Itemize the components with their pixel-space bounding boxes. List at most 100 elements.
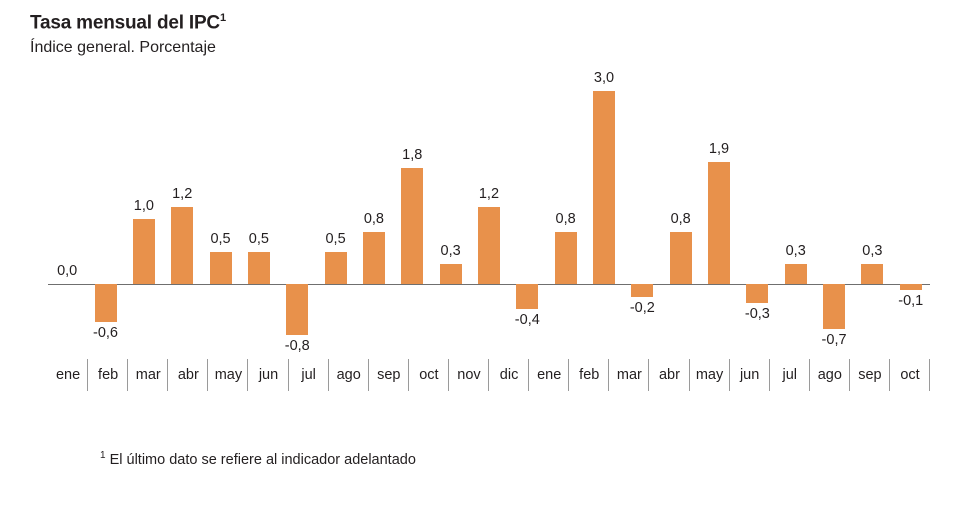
bar[interactable] [439,264,462,284]
bar[interactable] [861,264,884,284]
bar[interactable] [132,219,155,284]
month-separator [167,359,169,391]
month-label: feb [98,367,119,383]
month-label: feb [579,367,600,383]
bar-cell: -0,6 [86,78,124,348]
bar-cell: -0,4 [508,78,546,348]
month-separator [407,359,409,391]
month-label: jul [301,367,316,383]
bar[interactable] [362,232,385,284]
month-label: may [214,367,243,383]
bar-cell: 1,2 [163,78,201,348]
month-label: jul [782,367,797,383]
x-axis-month-labels: ene feb mar abr may jun jul ago sep oct nov dic ene f… [48,352,931,398]
bar-value-label: 0,0 [57,262,78,279]
month-separator [888,359,890,391]
month-separator [87,359,89,391]
month-separator [367,359,369,391]
bar-value-label: 1,2 [172,185,193,202]
bar[interactable] [209,251,232,284]
bar-value-label: -0,1 [898,293,924,310]
x-axis-month-ago-2022: ago [810,352,850,398]
x-axis-month-sep-2021: sep [369,352,409,398]
x-axis-month-may-2022: may [690,352,730,398]
bar[interactable] [401,168,424,284]
bar[interactable] [708,161,731,284]
bar-cell: 0,5 [201,78,239,348]
month-label: ago [817,367,842,383]
bar-value-label: -0,4 [514,312,540,329]
bar-cell: -0,3 [738,78,776,348]
bar-value-label: -0,7 [821,331,847,348]
bar-cell: 1,9 [700,78,738,348]
bar[interactable] [286,283,309,336]
bar[interactable] [477,206,500,284]
month-label: sep [858,367,882,383]
bar[interactable] [247,251,270,284]
bar[interactable] [516,283,539,310]
bar[interactable] [554,232,577,284]
bar[interactable] [94,283,117,323]
bar[interactable] [669,232,692,284]
month-label: may [695,367,724,383]
bar-cell: 3,0 [585,70,623,348]
bar-value-label: 0,3 [862,243,883,260]
bar[interactable] [746,283,769,303]
bar-value-label: 1,0 [133,198,154,215]
bar[interactable] [823,283,846,329]
month-label: ago [336,367,361,383]
bar[interactable] [324,251,347,284]
month-separator [768,359,770,391]
month-separator [327,359,329,391]
month-separator [808,359,810,391]
bar-value-label: -0,3 [744,306,770,322]
month-separator [127,359,129,391]
month-separator [528,359,530,391]
bar-value-label: 0,3 [440,243,461,260]
page-title-footnote-marker: 1 [219,12,226,24]
bar-cell: 0,3 [777,78,815,348]
month-label: ene [55,367,81,383]
x-axis-month-abr-2022: abr [649,352,690,398]
x-axis-month-ene-2022: ene [529,352,570,398]
bar-cell: 0,5 [240,78,278,348]
month-label: jun [739,367,760,383]
bar-cell: 1,8 [393,78,431,348]
bar-cell: -0,1 [892,78,930,348]
page-title-text: Tasa mensual del IPC [30,12,220,34]
month-separator [848,359,850,391]
chart-footnote: 1 El último dato se refiere al indicador… [100,450,416,468]
bar[interactable] [631,283,654,297]
month-label: oct [419,367,439,383]
month-separator [728,359,730,391]
footnote-marker: 1 [100,450,106,461]
page-title: Tasa mensual del IPC1 [30,12,226,34]
bar-value-label: 0,8 [670,211,691,228]
month-separator [648,359,650,391]
bar-value-label: 0,5 [325,230,346,247]
month-label: abr [177,367,199,383]
bar-cell: 0,5 [316,78,354,348]
bar-cell: 0,3 [431,78,469,348]
bar-cell: 0,8 [662,78,700,348]
bar[interactable] [592,90,615,284]
x-axis-month-oct-2021: oct [409,352,449,398]
x-axis-month-mar-2021: mar [128,352,169,398]
x-axis-month-jun-2022: jun [730,352,770,398]
bar[interactable] [171,206,194,284]
bar-value-label: 1,8 [402,147,423,163]
zero-axis-line [48,283,930,285]
bar-cell: 0,0 [48,78,86,348]
bar-cell: -0,7 [815,78,853,348]
bar[interactable] [784,264,807,284]
bar-value-label: 0,8 [555,211,576,228]
chart-plot-area: 0,0 -0,6 1,0 1,2 0,5 0,5 -0,8 0,5 0,8 1,8 0,3 1,2 -0… [48,70,930,354]
x-axis-month-mar-2022: mar [609,352,650,398]
bar[interactable] [899,283,922,291]
bar-value-label: 1,9 [708,140,730,157]
x-axis-month-feb-2022: feb [569,352,610,398]
month-separator [247,359,249,391]
bar-value-label: 0,3 [785,243,806,260]
month-separator [447,359,449,391]
bar-cell: 0,8 [546,78,584,348]
